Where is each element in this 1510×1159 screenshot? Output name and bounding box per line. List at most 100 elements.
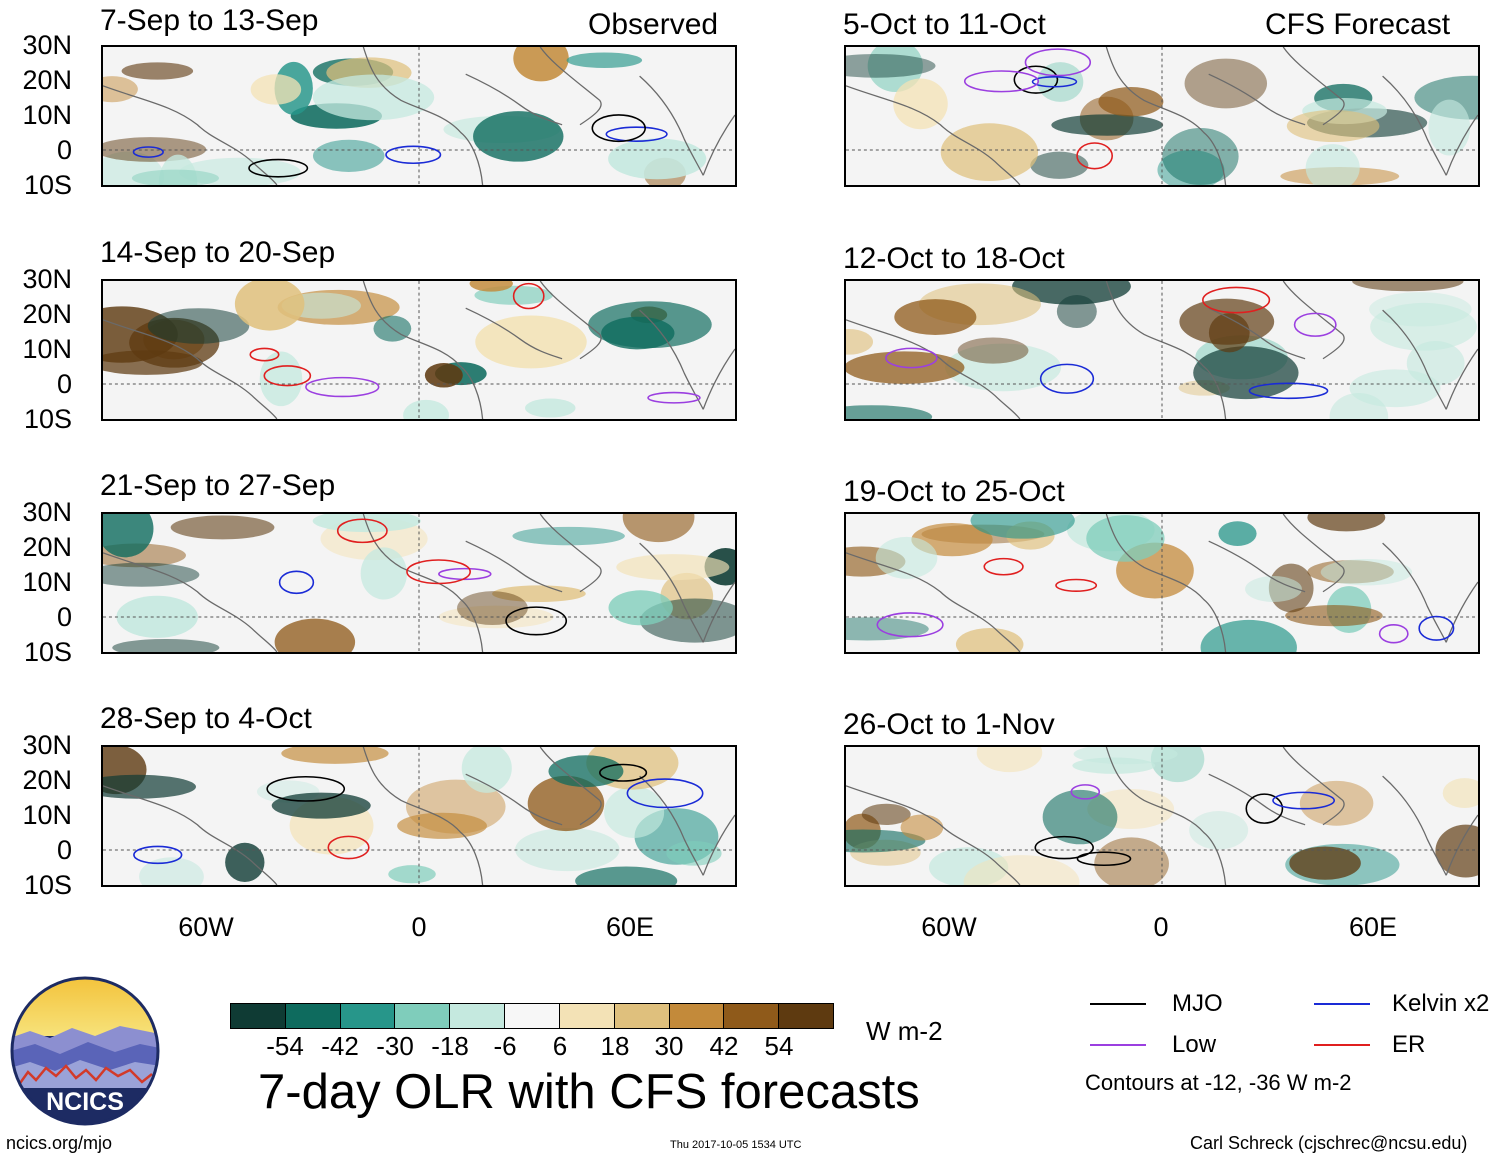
colorbar-tick: -30 <box>376 1031 414 1061</box>
wave-contour-er <box>1202 286 1271 314</box>
wave-contour-er <box>336 518 388 544</box>
olr-panel-obs-2 <box>101 279 737 421</box>
panel-title-obs-1: 7-Sep to 13-Sep <box>100 4 319 37</box>
colorbar-bin <box>395 1004 451 1028</box>
lat-label: 10N <box>22 100 72 130</box>
olr-anomaly-blob <box>131 169 219 185</box>
olr-anomaly-blob <box>1285 605 1383 627</box>
olr-anomaly-blob <box>515 827 620 872</box>
footer-site-link[interactable]: ncics.org/mjo <box>6 1133 113 1153</box>
olr-anomaly-blob <box>1442 778 1478 809</box>
observed-label: Observed <box>588 8 719 41</box>
olr-panel-fc-4 <box>844 745 1480 887</box>
olr-anomaly-blob <box>397 812 487 839</box>
colorbar-bin <box>779 1004 833 1028</box>
olr-panel-fc-1 <box>844 45 1480 187</box>
olr-anomaly-blob <box>622 514 695 543</box>
legend-line-kelvin <box>1314 1003 1370 1005</box>
olr-panel-obs-4 <box>101 745 737 887</box>
olr-anomaly-blob <box>846 54 936 78</box>
olr-anomaly-blob <box>1098 86 1164 117</box>
lon-label-left-60w: 60W <box>178 912 234 942</box>
lat-label: 10S <box>23 170 72 200</box>
olr-panel-obs-3 <box>101 512 737 654</box>
colorbar-bin <box>450 1004 506 1028</box>
olr-anomaly-blob <box>1073 747 1178 765</box>
panel-title-obs-2: 14-Sep to 20-Sep <box>100 236 336 269</box>
olr-anomaly-blob <box>900 814 944 841</box>
olr-anomaly-blob <box>616 554 730 581</box>
colorbar-bin <box>559 1004 615 1028</box>
olr-anomaly-blob <box>1208 313 1250 353</box>
coastline <box>846 747 1478 885</box>
lat-label: 20N <box>22 299 72 329</box>
olr-panel-fc-2 <box>844 279 1480 421</box>
wave-contour-kelvin <box>278 570 315 595</box>
wave-contour-low <box>963 70 1040 93</box>
olr-anomaly-blob <box>250 74 302 105</box>
lat-label: 20N <box>22 765 72 795</box>
wave-contour-er <box>983 557 1024 576</box>
wave-contour-mjo <box>1013 65 1059 94</box>
panel-title-obs-4: 28-Sep to 4-Oct <box>100 702 312 735</box>
wave-contour-low <box>647 391 701 404</box>
olr-anomaly-blob <box>1056 294 1097 329</box>
ncics-logo: NCICS <box>10 976 160 1126</box>
olr-anomaly-blob <box>281 747 389 764</box>
wave-contour-low <box>438 567 492 581</box>
legend-line-low <box>1090 1044 1146 1046</box>
lat-label: 0 <box>56 135 72 165</box>
wave-contour-low <box>1024 48 1092 77</box>
olr-anomaly-blob <box>1286 109 1380 143</box>
olr-anomaly-blob <box>121 62 194 80</box>
olr-map-fc-3 <box>846 514 1478 652</box>
colorbar-bin <box>340 1004 396 1028</box>
olr-anomaly-blob <box>103 350 203 375</box>
lat-label: 10S <box>23 404 72 434</box>
coastline <box>103 747 735 885</box>
olr-anomaly-blob <box>1305 144 1360 185</box>
legend-label-mjo: MJO <box>1172 990 1223 1017</box>
wave-contour-mjo <box>1245 793 1284 824</box>
olr-anomaly-blob <box>271 792 371 819</box>
olr-anomaly-blob <box>170 515 275 540</box>
olr-anomaly-blob <box>957 337 1029 364</box>
olr-anomaly-blob <box>424 363 463 388</box>
olr-anomaly-blob <box>1307 514 1386 532</box>
lon-label-right-0: 0 <box>1153 912 1169 942</box>
wave-contour-kelvin <box>133 845 183 865</box>
forecast-label: CFS Forecast <box>1265 8 1451 41</box>
olr-anomaly-blob <box>1012 281 1131 305</box>
lat-label: 30N <box>22 264 72 294</box>
olr-anomaly-blob <box>147 308 250 344</box>
olr-anomaly-blob <box>955 628 1024 652</box>
olr-anomaly-blob <box>1218 521 1257 546</box>
legend-label-er: ER <box>1392 1031 1426 1058</box>
wave-contour-mjo <box>1034 835 1094 860</box>
panel-title-fc-4: 26-Oct to 1-Nov <box>843 708 1055 741</box>
olr-anomaly-blob <box>608 590 673 626</box>
olr-anomaly-blob <box>976 747 1043 773</box>
olr-anomaly-blob <box>875 536 938 579</box>
wave-contour-er <box>249 347 280 362</box>
olr-anomaly-blob <box>1162 127 1239 185</box>
panel-title-obs-3: 21-Sep to 27-Sep <box>100 469 336 502</box>
colorbar-tick: 18 <box>600 1031 630 1061</box>
wave-contour-low <box>1378 624 1409 644</box>
olr-anomaly-blob <box>575 866 678 885</box>
panel-title-fc-2: 12-Oct to 18-Oct <box>843 242 1065 275</box>
wave-contour-mjo <box>266 775 346 802</box>
lat-label: 0 <box>56 835 72 865</box>
olr-anomaly-blob <box>867 47 923 92</box>
olr-anomaly-blob <box>103 137 207 162</box>
lat-label: 10N <box>22 567 72 597</box>
coastline <box>103 47 735 185</box>
olr-anomaly-blob <box>469 281 513 292</box>
olr-anomaly-blob <box>548 755 624 788</box>
olr-anomaly-blob <box>388 865 436 884</box>
lon-label-right-60w: 60W <box>921 912 977 942</box>
olr-anomaly-blob <box>1200 619 1297 652</box>
olr-map-fc-2 <box>846 281 1478 419</box>
olr-anomaly-blob <box>1086 515 1165 562</box>
olr-anomaly-blob <box>527 775 605 832</box>
